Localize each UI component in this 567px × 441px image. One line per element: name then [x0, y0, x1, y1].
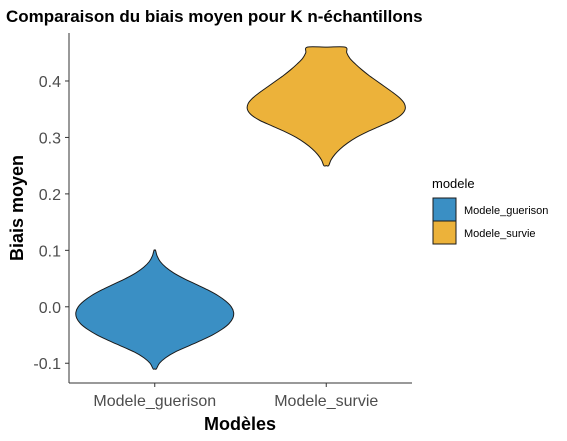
legend-items: Modele_guerison Modele_survie: [432, 197, 548, 245]
y-axis-ticks: -0.1 0.0 0.1 0.2 0.3 0.4: [33, 74, 69, 373]
y-axis-title: Biais moyen: [7, 155, 27, 261]
legend-swatch: [432, 197, 457, 222]
legend-swatch: [432, 220, 457, 245]
legend-label: Modele_survie: [464, 228, 536, 240]
legend-label: Modele_guerison: [464, 205, 548, 217]
y-tick-label: 0.4: [39, 74, 61, 91]
y-tick-label: -0.1: [33, 356, 61, 373]
x-axis-ticks: Modele_guerison Modele_survie: [93, 383, 378, 410]
chart-title: Comparaison du biais moyen pour K n-écha…: [6, 7, 423, 26]
y-tick-label: 0.1: [39, 243, 61, 260]
violin-modele-guerison: [75, 249, 235, 370]
plot-area: [75, 46, 406, 370]
x-axis-title: Modèles: [204, 414, 276, 434]
x-tick-label: Modele_guerison: [93, 393, 216, 410]
legend-title: modele: [432, 176, 475, 191]
violin-modele-survie: [246, 46, 406, 167]
y-tick-label: 0.2: [39, 187, 61, 204]
x-tick-label: Modele_survie: [274, 393, 378, 410]
legend: modele Modele_guerison Modele_survie: [432, 176, 548, 245]
y-tick-label: 0.0: [39, 300, 61, 317]
y-tick-label: 0.3: [39, 130, 61, 147]
